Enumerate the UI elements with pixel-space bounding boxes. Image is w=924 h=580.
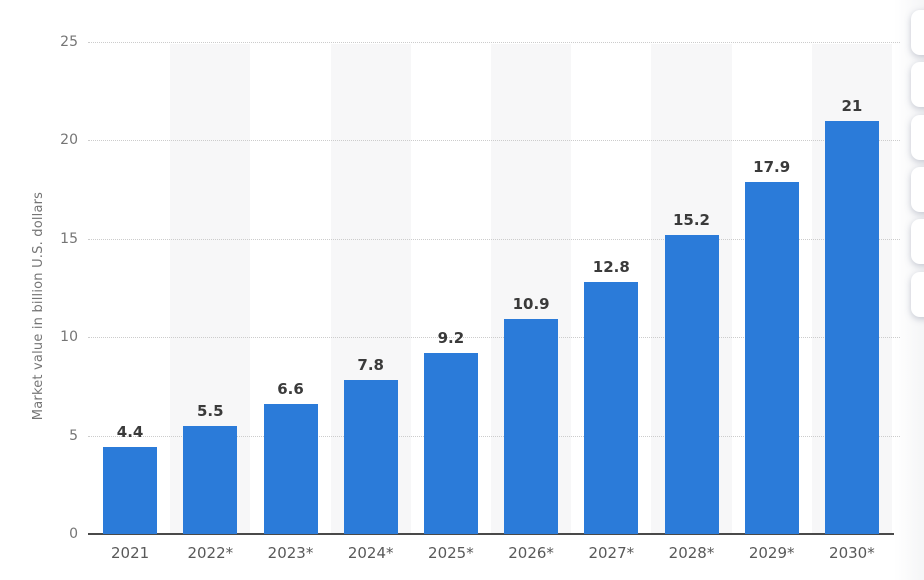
gridline [88, 435, 900, 437]
bar[interactable] [744, 181, 799, 534]
side-action-button[interactable] [911, 219, 924, 265]
bar-value-label: 4.4 [116, 423, 144, 442]
bar-value-label: 12.8 [592, 258, 630, 277]
side-action-button[interactable] [911, 114, 924, 160]
bar-value-label: 7.8 [357, 356, 384, 375]
bar-value-label: 21 [841, 96, 863, 115]
bar[interactable] [584, 282, 639, 534]
bar[interactable] [824, 120, 879, 534]
x-axis-category-label: 2026* [508, 544, 554, 562]
y-axis-tick-label: 0 [69, 526, 78, 542]
bar[interactable] [504, 319, 559, 534]
bar-value-label: 5.5 [197, 401, 224, 420]
x-axis-category-label: 2023* [267, 544, 314, 562]
gridline [88, 238, 900, 240]
y-axis-tick-label: 15 [60, 230, 78, 247]
gridline [88, 140, 900, 142]
bar[interactable] [263, 404, 318, 534]
y-axis-tick-label: 5 [69, 427, 78, 444]
y-axis-tick-label: 20 [60, 132, 78, 149]
gridline [88, 337, 900, 339]
bar-value-label: 9.2 [437, 328, 465, 347]
x-axis-category-label: 2024* [347, 544, 394, 562]
x-axis-category-label: 2022* [187, 544, 234, 562]
y-axis-tick-label: 10 [60, 329, 78, 346]
side-action-button[interactable] [911, 166, 924, 212]
bar[interactable] [103, 447, 158, 534]
bar[interactable] [423, 352, 478, 534]
bar-value-label: 10.9 [512, 295, 550, 314]
y-axis-tick-label: 25 [60, 34, 78, 50]
bar[interactable] [664, 234, 719, 534]
bar-value-label: 17.9 [753, 157, 791, 176]
bar[interactable] [183, 425, 238, 534]
x-axis-category-label: 2027* [588, 544, 635, 562]
x-axis-category-label: 2025* [428, 544, 474, 562]
side-action-button[interactable] [911, 10, 924, 55]
side-action-button[interactable] [911, 62, 924, 108]
side-action-button[interactable] [911, 271, 924, 317]
bar-value-label: 15.2 [672, 210, 710, 229]
gridline [88, 42, 900, 43]
x-axis-line [88, 533, 894, 535]
x-axis-category-label: 2029* [748, 544, 795, 562]
bar[interactable] [343, 380, 398, 534]
x-axis-category-label: 2030* [829, 544, 875, 562]
bar-value-label: 6.6 [277, 380, 304, 399]
x-axis-category-label: 2021 [111, 544, 150, 562]
y-axis-title: Market value in billion U.S. dollars [31, 191, 46, 421]
x-axis-category-label: 2028* [668, 544, 715, 562]
